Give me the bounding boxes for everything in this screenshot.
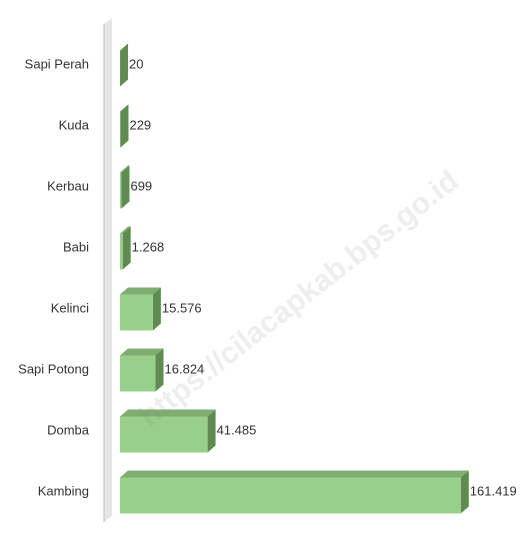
bar-side	[155, 348, 164, 392]
bar-side	[121, 165, 130, 209]
bar-top	[120, 165, 130, 173]
y-tick-label: Kuda	[59, 117, 90, 132]
bar-side	[120, 104, 129, 148]
bar-top	[120, 470, 469, 478]
bar-top	[120, 226, 131, 234]
y-tick-label: Kelinci	[51, 300, 89, 315]
bar-top	[120, 287, 161, 295]
bar-side	[122, 226, 131, 270]
bar-top	[120, 348, 164, 356]
y-tick-label: Kerbau	[47, 178, 89, 193]
bar	[120, 477, 461, 514]
bar-side	[207, 409, 216, 453]
watermark: https://cilacapkab.bps.go.id	[133, 164, 465, 433]
bar-side	[460, 470, 469, 514]
data-label: 699	[130, 178, 152, 193]
bar-top	[120, 409, 216, 417]
bar	[120, 172, 122, 209]
data-label: 161.419	[470, 483, 517, 498]
axis-wall	[104, 18, 112, 522]
bar	[120, 233, 123, 270]
bar	[120, 294, 153, 331]
y-tick-label: Domba	[47, 422, 90, 437]
data-label: 15.576	[162, 300, 202, 315]
bar-top	[120, 43, 129, 51]
y-tick-label: Sapi Perah	[25, 56, 89, 71]
y-tick-label: Babi	[63, 239, 89, 254]
y-tick-label: Kambing	[38, 483, 89, 498]
bar-side	[120, 43, 129, 87]
bar	[120, 416, 208, 453]
data-label: 41.485	[217, 422, 257, 437]
data-label: 1.268	[132, 239, 165, 254]
data-label: 20	[129, 56, 143, 71]
data-label: 229	[129, 117, 151, 132]
bar	[120, 355, 156, 392]
y-tick-label: Sapi Potong	[18, 361, 89, 376]
bar-top	[120, 104, 129, 112]
bar-side	[152, 287, 161, 331]
data-label: 16.824	[165, 361, 205, 376]
